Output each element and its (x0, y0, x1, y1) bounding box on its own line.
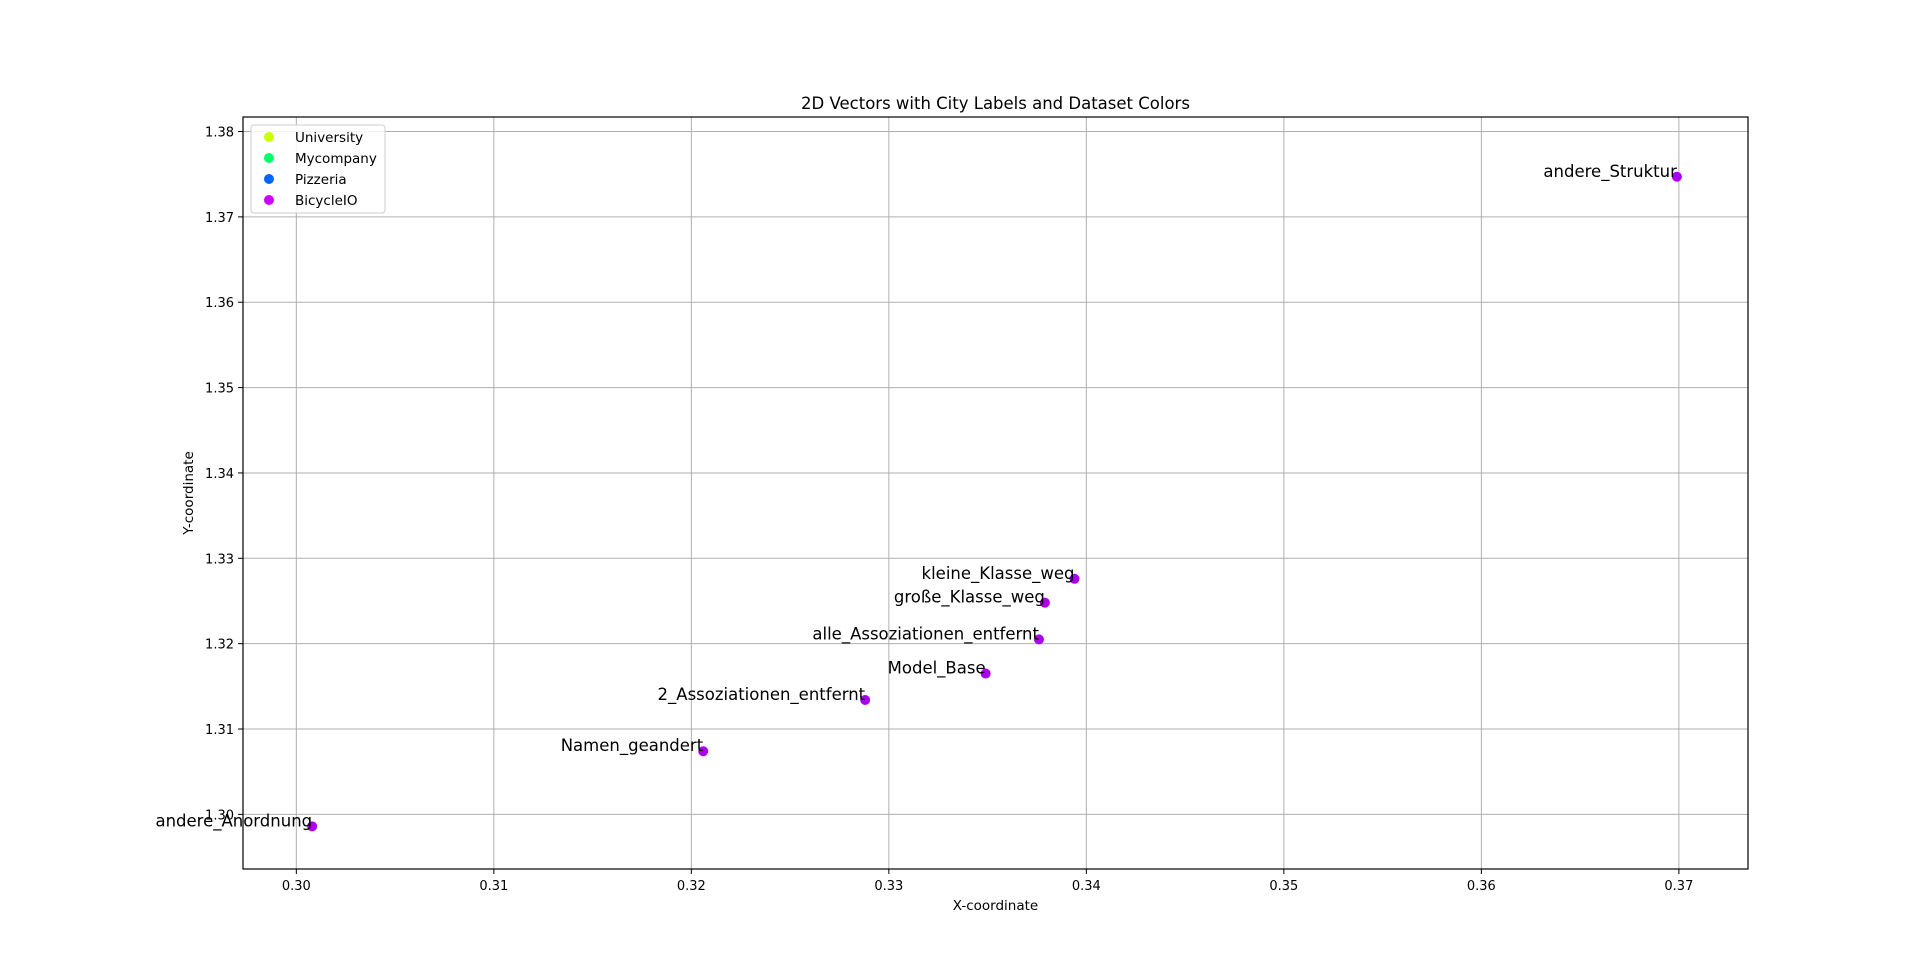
y-tick-label: 1.34 (205, 467, 234, 482)
y-tick-label: 1.31 (205, 723, 234, 738)
legend: University Mycompany Pizzeria BicycleIO (250, 124, 386, 214)
y-tick-label: 1.35 (205, 382, 234, 397)
data-point (860, 694, 871, 705)
x-tick-label: 0.31 (479, 879, 508, 894)
y-tick-label: 1.32 (205, 638, 234, 653)
data-point (307, 821, 318, 832)
point-labels: andere_Struktur kleine_Klasse_weg große_Kl… (155, 162, 1677, 832)
legend-box (250, 124, 386, 214)
y-tick-label: 1.37 (205, 211, 234, 226)
data-points (307, 171, 1682, 832)
data-point (1039, 597, 1050, 608)
legend-marker (264, 174, 274, 184)
point-label: Namen_geandert (561, 736, 704, 756)
point-label: andere_Struktur (1543, 162, 1677, 182)
grid (243, 117, 1748, 869)
y-tick-label: 1.33 (205, 552, 234, 567)
legend-entry-label: Pizzeria (295, 172, 347, 188)
point-label: kleine_Klasse_weg (922, 564, 1075, 584)
legend-entry-label: BicycleIO (295, 193, 358, 209)
y-axis-label: Y-coordinate (181, 451, 197, 536)
x-tick-label: 0.36 (1467, 879, 1496, 894)
y-tick-label: 1.36 (205, 296, 234, 311)
data-point (1033, 634, 1044, 645)
point-label: große_Klasse_weg (894, 588, 1045, 608)
point-label: 2_Assoziationen_entfernt (658, 685, 866, 705)
point-label: alle_Assoziationen_entfernt (812, 624, 1039, 644)
legend-marker (264, 195, 274, 205)
x-tick-label: 0.32 (677, 879, 706, 894)
legend-marker (264, 153, 274, 163)
chart-title: 2D Vectors with City Labels and Dataset … (801, 94, 1190, 113)
x-tick-label: 0.37 (1664, 879, 1693, 894)
x-tick-label: 0.33 (874, 879, 903, 894)
y-tick-label: 1.30 (205, 808, 234, 823)
y-axis-ticks: 1.30 1.31 1.32 1.33 1.34 1.35 1.36 1.37 1.38 (205, 126, 243, 823)
data-point (1671, 171, 1682, 182)
legend-entry-label: University (295, 130, 363, 146)
plot-frame (242, 116, 1749, 870)
legend-entry-label: Mycompany (295, 151, 377, 167)
x-tick-label: 0.35 (1269, 879, 1298, 894)
point-label: Model_Base (888, 659, 986, 679)
y-tick-label: 1.38 (205, 126, 234, 141)
data-point (698, 746, 709, 757)
x-tick-label: 0.30 (282, 879, 311, 894)
legend-marker (264, 132, 274, 142)
data-point (1069, 573, 1080, 584)
x-axis-label: X-coordinate (953, 898, 1038, 914)
data-point (980, 668, 991, 679)
point-label: andere_Anordnung (155, 811, 312, 831)
x-tick-label: 0.34 (1072, 879, 1101, 894)
x-axis-ticks: 0.30 0.31 0.32 0.33 0.34 0.35 0.36 0.37 (282, 869, 1693, 894)
